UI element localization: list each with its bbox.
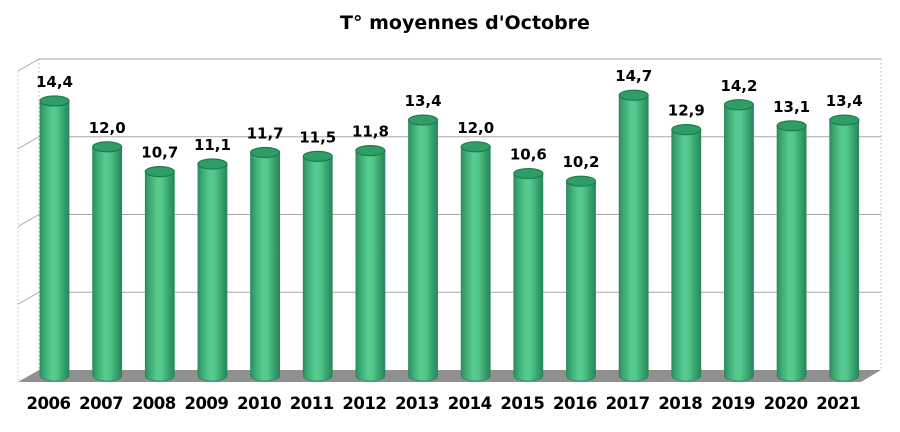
category-label: 2021: [816, 394, 860, 413]
value-label: 14,7: [615, 67, 652, 85]
bar-2016: 10,2 2016: [553, 153, 599, 413]
cylinder-body: [408, 119, 438, 382]
bar-2012: 11,8 2012: [342, 123, 388, 413]
bar-2014: 12,0 2014: [448, 119, 494, 413]
value-label: 10,2: [562, 153, 599, 171]
cylinder-body: [566, 180, 596, 382]
cylinder-top: [671, 124, 702, 136]
cylinder-body: [724, 104, 754, 382]
gridline-sidewall-12: [17, 136, 40, 150]
category-label: 2008: [132, 394, 176, 413]
cylinder-body: [144, 171, 175, 382]
cylinder-top: [39, 95, 70, 107]
category-label: 2012: [342, 394, 386, 413]
value-label: 11,8: [352, 123, 389, 141]
cylinder-body: [197, 163, 228, 382]
value-label: 13,4: [826, 92, 863, 110]
cylinder-top: [565, 175, 597, 187]
category-label: 2017: [606, 394, 650, 413]
cylinder-body: [302, 155, 333, 382]
category-label: 2019: [711, 394, 755, 413]
cylinder-top: [92, 141, 123, 153]
value-label: 11,1: [194, 136, 231, 154]
cylinder-body: [776, 125, 807, 382]
cylinder-top: [776, 120, 807, 132]
bar-2020: 13,1 2020: [764, 98, 810, 413]
value-label: 11,7: [247, 125, 284, 143]
value-label: 13,1: [773, 98, 810, 116]
cylinder-top: [144, 166, 175, 178]
value-label: 14,4: [36, 73, 73, 91]
bars-group: 14,4 2006 12,0 2007 10,7 2008 11,1 2009 11,7 2010…: [27, 67, 863, 413]
category-label: 2011: [290, 394, 334, 413]
value-label: 10,7: [141, 144, 178, 162]
gridline-sidewall-16: [17, 58, 40, 72]
cylinder-body: [250, 152, 280, 382]
cylinder-top: [723, 99, 755, 111]
value-label: 13,4: [405, 92, 442, 110]
cylinder-body: [671, 129, 702, 382]
cylinder-body: [92, 146, 123, 382]
cylinder-body: [618, 94, 649, 382]
bar-2011: 11,5 2011: [290, 128, 336, 413]
cylinder-body: [39, 100, 70, 382]
cylinder-body: [513, 173, 544, 382]
value-label: 10,6: [510, 146, 547, 164]
bar-2007: 12,0 2007: [79, 119, 125, 413]
bar-2019: 14,2 2019: [711, 77, 757, 413]
category-label: 2020: [764, 394, 808, 413]
category-label: 2010: [237, 394, 281, 413]
gridline-sidewall-8: [17, 214, 40, 227]
bar-2010: 11,7 2010: [237, 125, 283, 413]
chart-floor: [18, 370, 881, 382]
bar-2018: 12,9 2018: [658, 102, 704, 413]
chart-title: T° moyennes d'Octobre: [340, 12, 590, 34]
bar-2009: 11,1 2009: [184, 136, 230, 413]
cylinder-top: [197, 158, 228, 170]
cylinder-body: [460, 146, 491, 382]
bar-2008: 10,7 2008: [132, 144, 178, 413]
value-label: 12,0: [89, 119, 126, 137]
cylinder-top: [407, 114, 439, 126]
category-label: 2013: [395, 394, 439, 413]
bar-2013: 13,4 2013: [395, 92, 441, 413]
cylinder-body: [355, 150, 386, 382]
category-label: 2014: [448, 394, 492, 413]
cylinder-top: [618, 89, 649, 101]
cylinder-top: [250, 146, 281, 159]
cylinder-body: [829, 119, 860, 382]
cylinder-top: [513, 167, 544, 180]
cylinder-top: [302, 150, 333, 162]
category-label: 2007: [79, 394, 123, 413]
cylinder-top: [829, 114, 860, 126]
category-label: 2018: [658, 394, 702, 413]
category-label: 2016: [553, 394, 597, 413]
category-label: 2006: [27, 394, 71, 413]
bar-2021: 13,4 2021: [816, 92, 862, 413]
value-label: 14,2: [720, 77, 757, 95]
bar-2017: 14,7 2017: [606, 67, 652, 413]
gridline-sidewall-4: [17, 291, 40, 305]
cylinder-top: [355, 145, 386, 157]
category-label: 2015: [500, 394, 544, 413]
bar-2006: 14,4 2006: [27, 73, 73, 413]
category-label: 2009: [184, 394, 228, 413]
value-label: 12,0: [457, 119, 494, 137]
bar-2015: 10,6 2015: [500, 146, 546, 413]
value-label: 12,9: [668, 102, 705, 120]
value-label: 11,5: [299, 128, 336, 146]
cylinder-top: [460, 141, 491, 153]
